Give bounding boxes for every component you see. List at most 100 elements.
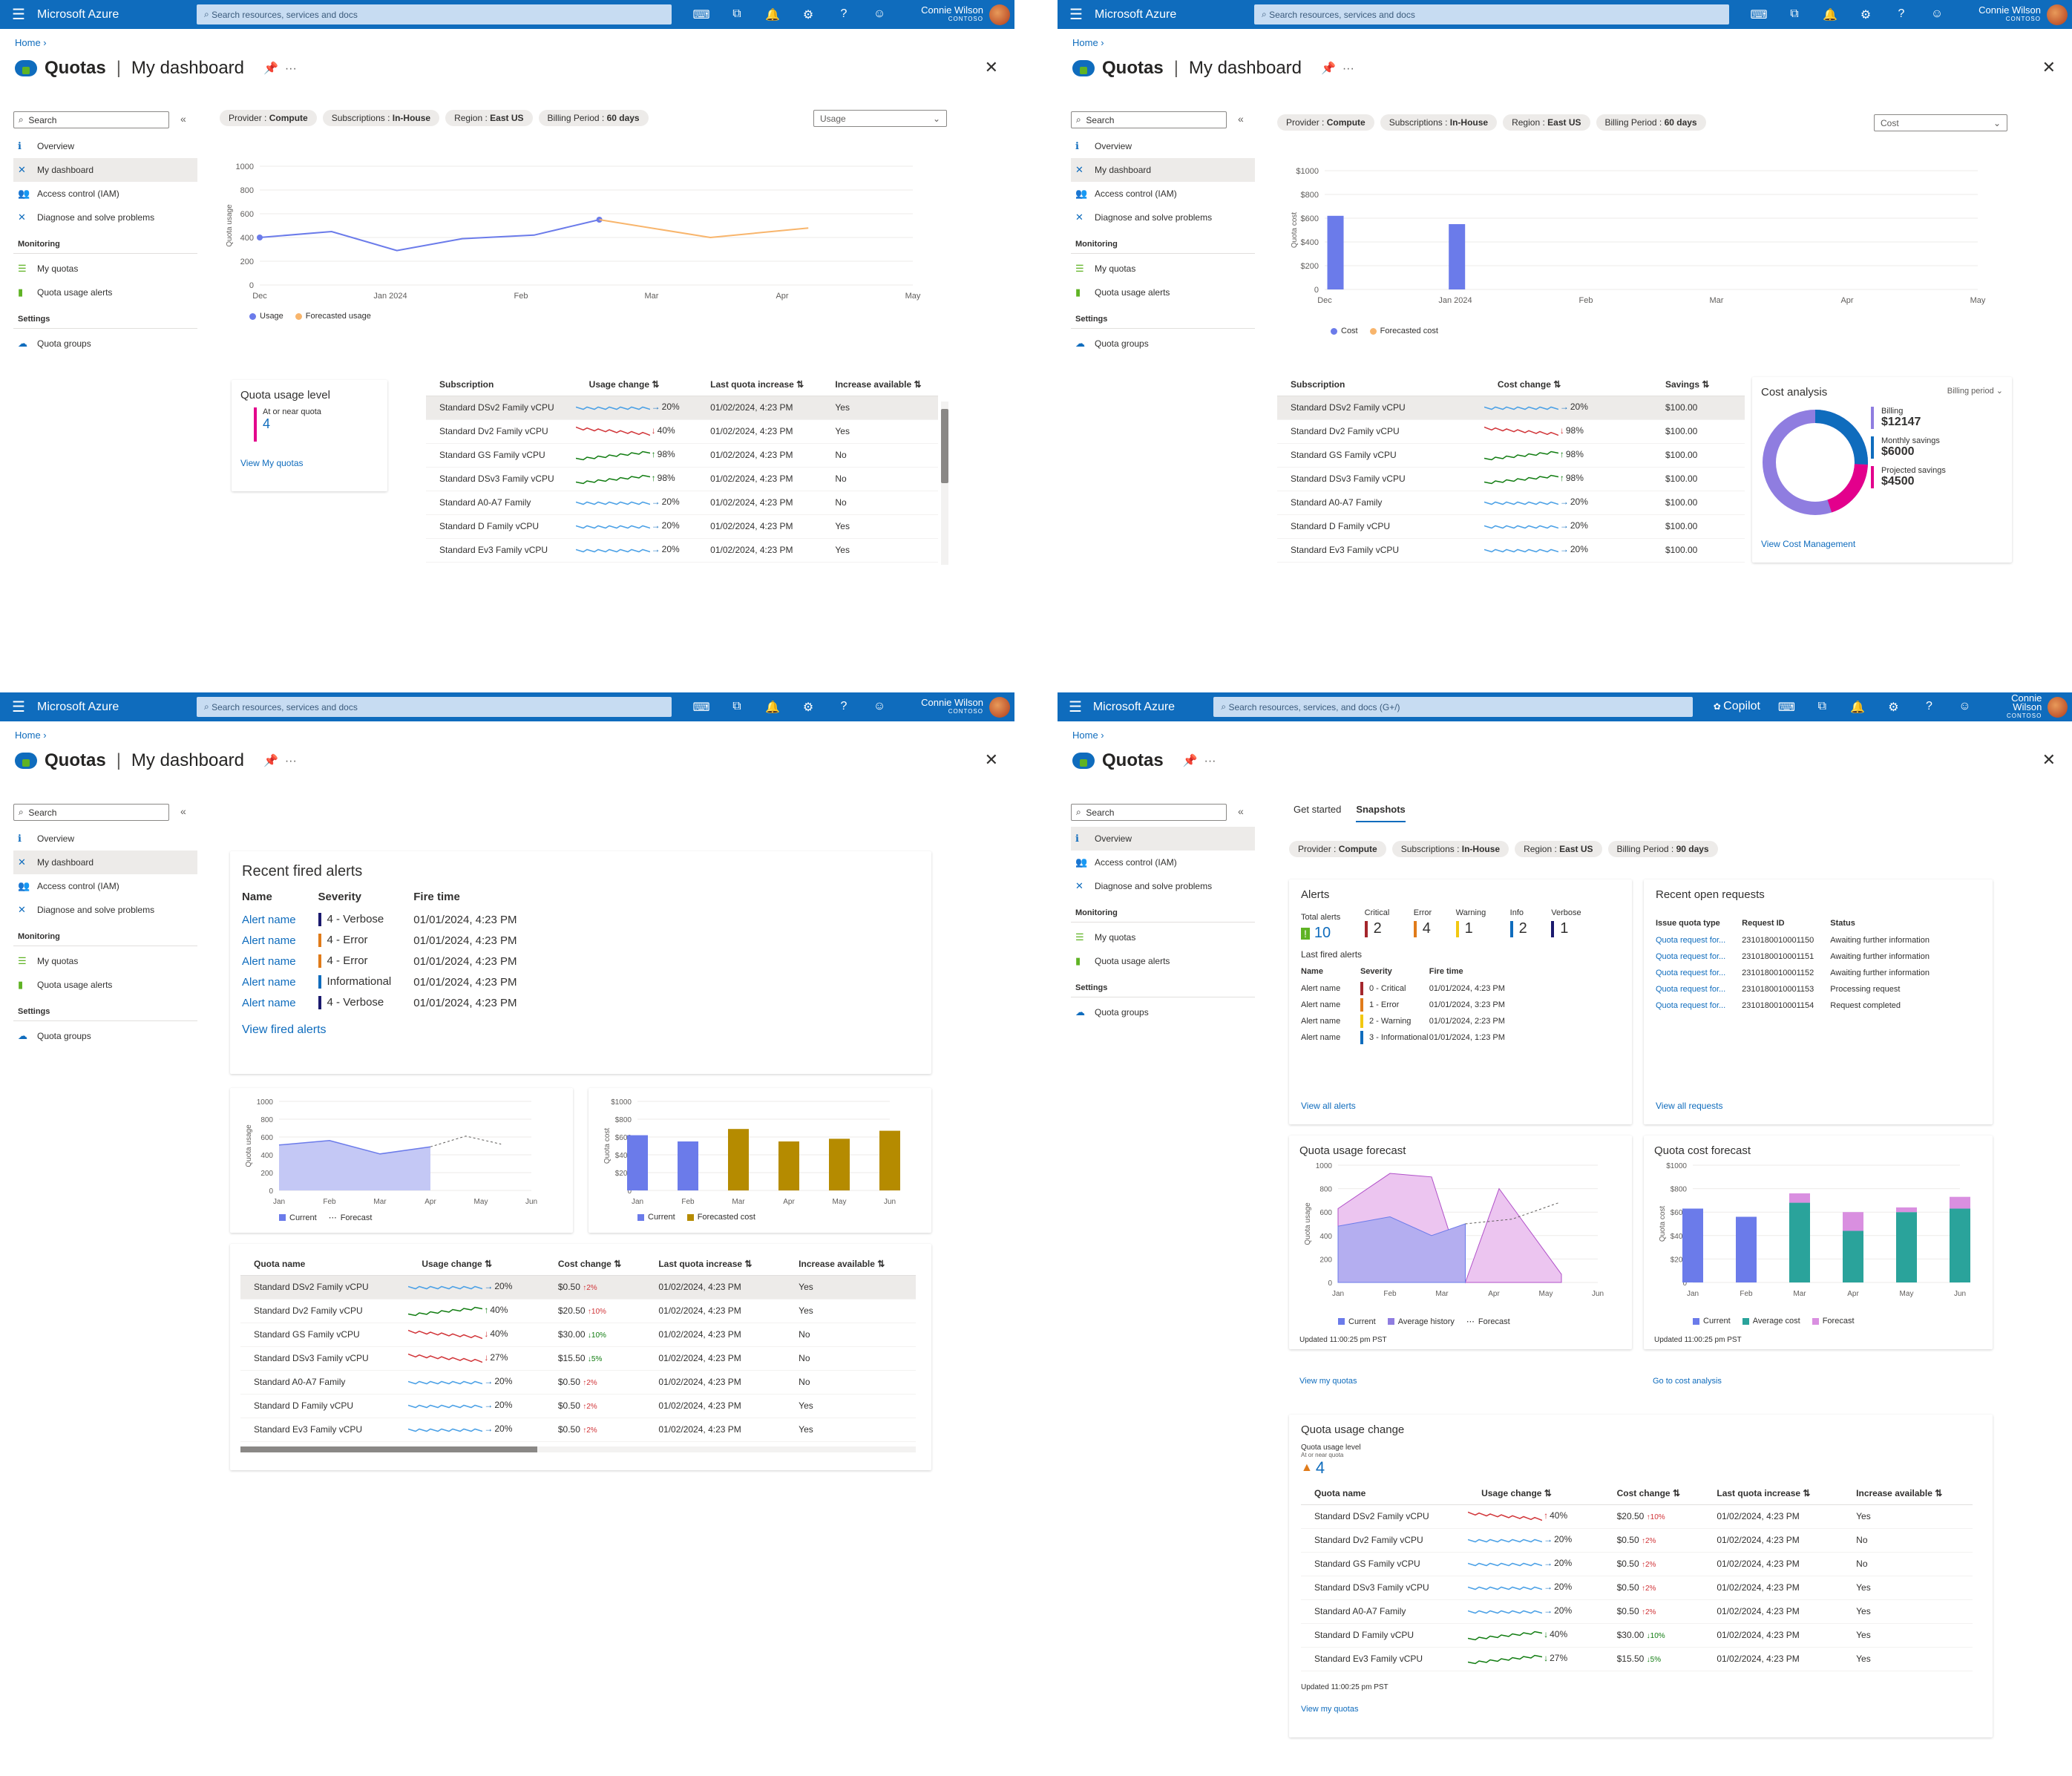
collapse-icon[interactable]: « — [180, 805, 186, 817]
nav-overview[interactable]: ℹ Overview — [1075, 140, 1132, 151]
alert-row[interactable]: Alert name 3 - Informational 01/01/2024, 1… — [1301, 1029, 1505, 1046]
nav-search-input[interactable]: ⌕ Search — [1071, 804, 1227, 821]
table-row[interactable]: Standard Ev3 Family vCPU → 20% $0.50 ↑2% 01/… — [240, 1418, 916, 1442]
table-row[interactable]: Standard DSv2 Family vCPU → 20% 01/02/2024,… — [426, 396, 938, 420]
bell-icon[interactable]: 🔔 — [1850, 701, 1866, 714]
nav-search-input[interactable]: ⌕ Search — [13, 111, 169, 128]
brand[interactable]: Microsoft Azure — [1092, 700, 1176, 713]
view-all-requests-link[interactable]: View all requests — [1656, 1101, 1723, 1111]
breadcrumb[interactable]: Home › — [15, 730, 47, 741]
collapse-icon[interactable]: « — [180, 113, 186, 125]
nav-diagnose[interactable]: ✕ Diagnose and solve problems — [18, 904, 155, 915]
table-row[interactable]: Standard Ev3 Family vCPU ↓ 27% $15.50 ↓5% 01… — [1301, 1647, 1973, 1671]
nav-iam[interactable]: 👥 Access control (IAM) — [18, 188, 119, 199]
filter-region[interactable]: Region : East US — [1515, 841, 1602, 857]
table-row[interactable]: Standard GS Family vCPU ↓ 40% $30.00 ↓10% 01… — [240, 1323, 916, 1347]
feedback-icon[interactable]: ☺ — [873, 699, 886, 712]
cloud-shell-icon[interactable]: ⌨ — [692, 701, 710, 714]
nav-quota-groups[interactable]: ☁ Quota groups — [1075, 338, 1149, 349]
cloud-shell-icon[interactable]: ⌨ — [1750, 8, 1768, 22]
pin-icon[interactable]: 📌 ··· — [1321, 62, 1354, 75]
help-icon[interactable]: ? — [1925, 699, 1932, 712]
nav-quota-groups[interactable]: ☁ Quota groups — [18, 1030, 91, 1041]
view-all-alerts-link[interactable]: View all alerts — [1301, 1101, 1356, 1111]
help-icon[interactable]: ? — [840, 7, 848, 20]
bell-icon[interactable]: 🔔 — [1823, 8, 1837, 22]
alert-row[interactable]: Alert name 0 - Critical 01/01/2024, 4:23 P… — [1301, 980, 1505, 997]
nav-my-dashboard[interactable]: ✕ My dashboard — [1071, 158, 1255, 182]
nav-overview[interactable]: ℹ Overview — [18, 833, 75, 844]
table-row[interactable]: Standard Ev3 Family vCPU → 20% 01/02/2024, … — [426, 538, 938, 563]
table-row[interactable]: Standard Dv2 Family vCPU ↓ 40% 01/02/2024, … — [426, 419, 938, 444]
brand[interactable]: Microsoft Azure — [1095, 7, 1177, 21]
filter-region[interactable]: Region : East US — [445, 110, 533, 126]
table-row[interactable]: Standard D Family vCPU ↓ 40% $30.00 ↓10% 01/… — [1301, 1623, 1973, 1648]
gear-icon[interactable]: ⚙ — [802, 8, 814, 22]
table-row[interactable]: Standard GS Family vCPU → 20% $0.50 ↑2% 01/0… — [1301, 1552, 1973, 1576]
alert-name-link[interactable]: Alert name — [242, 913, 296, 926]
alert-name-link[interactable]: Alert name — [242, 934, 296, 947]
filter-region[interactable]: Region : East US — [1503, 114, 1590, 131]
column-header[interactable]: Savings ⇅ — [1651, 373, 1745, 396]
metric-dropdown[interactable]: Usage ⌄ — [813, 110, 947, 127]
menu-icon[interactable]: ☰ — [1068, 699, 1082, 715]
table-row[interactable]: Standard D Family vCPU → 20% $0.50 ↑2% 01/02… — [240, 1394, 916, 1418]
request-link[interactable]: Quota request for... — [1656, 969, 1726, 977]
table-row[interactable]: Standard DSv3 Family vCPU ↑ 98% $100.00 — [1277, 467, 1745, 491]
menu-icon[interactable]: ☰ — [12, 7, 25, 23]
nav-iam[interactable]: 👥 Access control (IAM) — [1075, 188, 1177, 199]
nav-iam[interactable]: 👥 Access control (IAM) — [1075, 856, 1177, 868]
breadcrumb[interactable]: Home › — [1072, 37, 1104, 48]
filter-period[interactable]: Billing Period : 60 days — [538, 110, 649, 126]
close-icon[interactable]: ✕ — [2042, 58, 2056, 76]
column-header[interactable]: Cost change ⇅ — [544, 1253, 646, 1276]
nav-quota-alerts[interactable]: ▮ Quota usage alerts — [1075, 286, 1170, 298]
global-search[interactable]: ⌕ Search resources, services and docs — [197, 697, 672, 717]
filter-provider[interactable]: Provider : Compute — [1277, 114, 1374, 131]
close-icon[interactable]: ✕ — [2042, 750, 2056, 769]
scrollbar[interactable] — [941, 402, 948, 565]
table-row[interactable]: Standard Ev3 Family vCPU → 20% $100.00 — [1277, 538, 1745, 563]
nav-diagnose[interactable]: ✕ Diagnose and solve problems — [18, 212, 155, 223]
billing-period-dropdown[interactable]: Billing period ⌄ — [1947, 387, 2003, 396]
nav-diagnose[interactable]: ✕ Diagnose and solve problems — [1075, 212, 1213, 223]
column-header[interactable]: Cost change ⇅ — [1603, 1482, 1704, 1505]
table-row[interactable]: Standard A0-A7 Family → 20% $100.00 — [1277, 491, 1745, 515]
pin-icon[interactable]: 📌 ··· — [263, 755, 297, 767]
user-menu[interactable]: Connie Wilson CONTOSO — [1978, 4, 2072, 25]
collapse-icon[interactable]: « — [1238, 805, 1244, 817]
help-icon[interactable]: ? — [840, 699, 848, 712]
column-header[interactable]: Last quota increase ⇅ — [1703, 1482, 1843, 1505]
table-row[interactable]: Standard DSv2 Family vCPU ↑ 40% $20.50 ↑10%… — [1301, 1504, 1973, 1529]
help-icon[interactable]: ? — [1898, 7, 1905, 20]
menu-icon[interactable]: ☰ — [1069, 7, 1083, 23]
nav-my-dashboard[interactable]: ✕ My dashboard — [13, 158, 197, 182]
table-row[interactable]: Standard A0-A7 Family → 20% $0.50 ↑2% 01/02/… — [240, 1370, 916, 1395]
brand[interactable]: Microsoft Azure — [37, 700, 119, 713]
request-link[interactable]: Quota request for... — [1656, 1001, 1726, 1010]
table-row[interactable]: Standard Dv2 Family vCPU ↑ 40% $20.50 ↑10% 0… — [240, 1299, 916, 1323]
gear-icon[interactable]: ⚙ — [1888, 701, 1899, 714]
nav-quota-groups[interactable]: ☁ Quota groups — [18, 338, 91, 349]
tab-get-started[interactable]: Get started — [1294, 804, 1342, 815]
alert-name-link[interactable]: Alert name — [242, 954, 296, 968]
pin-icon[interactable]: 📌 ··· — [1182, 755, 1216, 767]
alert-name-link[interactable]: Alert name — [242, 996, 296, 1009]
nav-search-input[interactable]: ⌕ Search — [13, 804, 169, 821]
breadcrumb[interactable]: Home › — [15, 37, 47, 48]
nav-quota-groups[interactable]: ☁ Quota groups — [1075, 1006, 1149, 1018]
filter-period[interactable]: Billing Period : 90 days — [1607, 841, 1718, 857]
directory-icon[interactable]: ⧉ — [1790, 7, 1799, 20]
gear-icon[interactable]: ⚙ — [802, 701, 814, 714]
nav-overview[interactable]: ℹ Overview — [1071, 827, 1255, 851]
filter-subscriptions[interactable]: Subscriptions : In-House — [1391, 841, 1509, 857]
nav-quota-alerts[interactable]: ▮ Quota usage alerts — [18, 286, 113, 298]
view-my-quotas-link[interactable]: View my quotas — [1299, 1377, 1357, 1386]
nav-iam[interactable]: 👥 Access control (IAM) — [18, 880, 119, 891]
table-row[interactable]: Standard D Family vCPU → 20% $100.00 — [1277, 514, 1745, 539]
table-row[interactable]: Standard DSv2 Family vCPU → 20% $0.50 ↑2% 01… — [240, 1275, 916, 1300]
nav-overview[interactable]: ℹ Overview — [18, 140, 75, 151]
nav-quota-alerts[interactable]: ▮ Quota usage alerts — [18, 979, 113, 990]
directory-icon[interactable]: ⧉ — [732, 699, 741, 712]
go-to-cost-analysis-link[interactable]: Go to cost analysis — [1653, 1377, 1722, 1386]
